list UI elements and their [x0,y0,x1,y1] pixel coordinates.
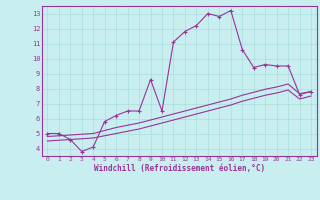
X-axis label: Windchill (Refroidissement éolien,°C): Windchill (Refroidissement éolien,°C) [94,164,265,173]
